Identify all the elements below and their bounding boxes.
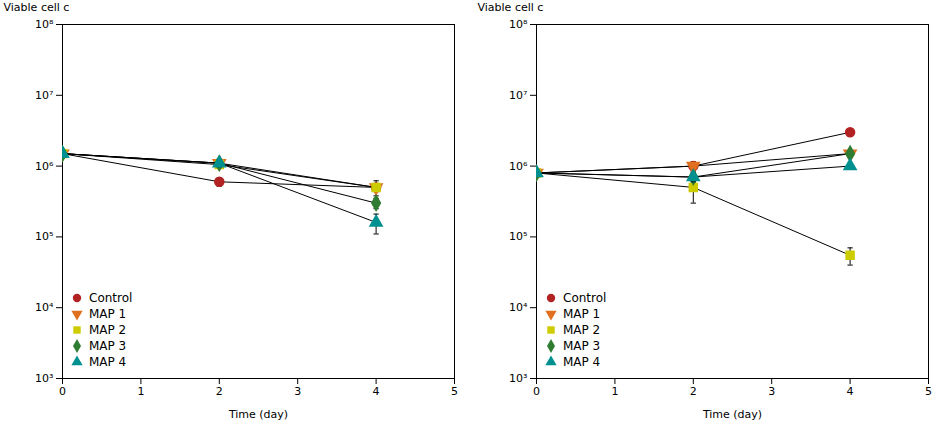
svg-text:Time (day): Time (day) — [228, 408, 288, 421]
html-text:MAP 3: MAP 3 — [563, 339, 601, 353]
svg-text:2: 2 — [690, 385, 697, 398]
html-text:MAP 4: MAP 4 — [89, 355, 127, 369]
svg-text:10⁴: 10⁴ — [35, 301, 54, 314]
svg-text:10⁵: 10⁵ — [35, 230, 53, 243]
html-text:MAP 4: MAP 4 — [563, 355, 601, 369]
svg-text:10³: 10³ — [35, 372, 53, 385]
html-text:MAP 2: MAP 2 — [89, 323, 127, 337]
svg-text:10⁷: 10⁷ — [509, 89, 527, 102]
svg-text:10⁶: 10⁶ — [509, 160, 528, 173]
svg-text:10⁷: 10⁷ — [35, 89, 53, 102]
svg-text:10⁶: 10⁶ — [35, 160, 54, 173]
svg-text:Time (day): Time (day) — [702, 408, 762, 421]
svg-text:1: 1 — [137, 385, 144, 398]
html-text:Control: Control — [89, 291, 133, 305]
svg-text:5: 5 — [925, 385, 932, 398]
svg-text:0: 0 — [59, 385, 66, 398]
html-text:Control: Control — [563, 291, 607, 305]
html-text:MAP 3: MAP 3 — [89, 339, 127, 353]
svg-text:Viable cell c: Viable cell c — [478, 1, 544, 14]
html-text:MAP 1: MAP 1 — [563, 307, 601, 321]
svg-text:Viable cell c: Viable cell c — [4, 1, 70, 14]
svg-text:10⁸: 10⁸ — [35, 18, 54, 31]
svg-text:5: 5 — [451, 385, 458, 398]
svg-text:4: 4 — [373, 385, 380, 398]
svg-text:10³: 10³ — [509, 372, 527, 385]
html-text:MAP 1: MAP 1 — [89, 307, 127, 321]
svg-text:10⁸: 10⁸ — [509, 18, 528, 31]
svg-text:0: 0 — [533, 385, 540, 398]
svg-text:2: 2 — [216, 385, 223, 398]
svg-text:3: 3 — [294, 385, 301, 398]
svg-text:4: 4 — [847, 385, 854, 398]
html-text:MAP 2: MAP 2 — [563, 323, 601, 337]
svg-text:1: 1 — [611, 385, 618, 398]
svg-text:3: 3 — [768, 385, 775, 398]
svg-text:10⁴: 10⁴ — [509, 301, 528, 314]
svg-text:10⁵: 10⁵ — [509, 230, 527, 243]
